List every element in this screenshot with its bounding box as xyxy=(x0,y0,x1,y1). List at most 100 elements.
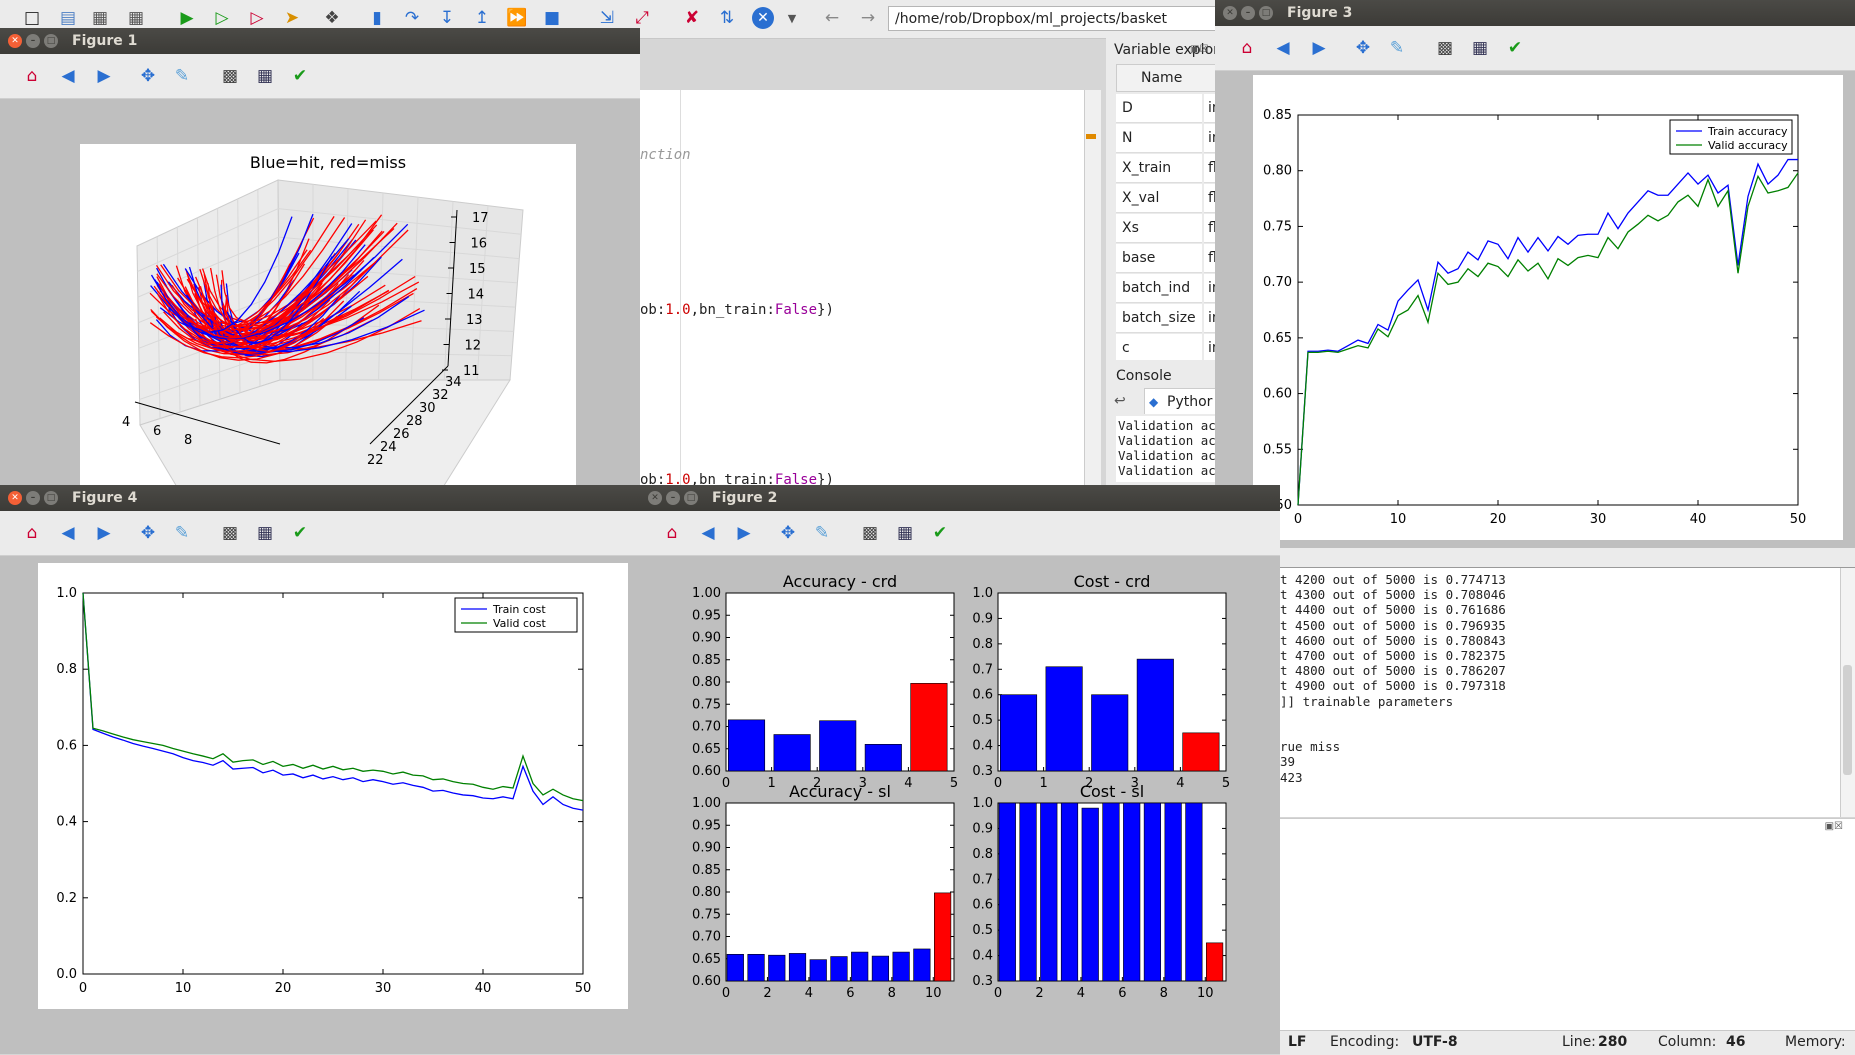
continue-icon[interactable]: ⏩ xyxy=(505,6,529,30)
console-scrollbar[interactable] xyxy=(1840,555,1855,817)
maximize-icon[interactable]: □ xyxy=(44,34,58,48)
close-icon[interactable]: ✕ xyxy=(1223,6,1237,20)
save-all-icon[interactable]: ▦ xyxy=(124,6,148,30)
save-figure-icon[interactable]: ▦ xyxy=(893,521,917,545)
subplots-icon[interactable]: ▩ xyxy=(1433,36,1457,60)
pane-options-icon[interactable]: ▣☒ xyxy=(1190,44,1208,55)
y-tick-label: 22 xyxy=(367,453,384,468)
profile-icon[interactable]: ❖ xyxy=(320,6,344,30)
pythonpath-icon[interactable]: ⇅ xyxy=(715,6,739,30)
edit-axes-icon[interactable]: ✔ xyxy=(928,521,952,545)
open-file-icon[interactable]: ▤ xyxy=(56,6,80,30)
variable-row-batch-ind[interactable]: batch_ind xyxy=(1116,274,1202,303)
z-tick-label: 12 xyxy=(465,339,482,354)
figure-1-titlebar[interactable]: ✕ – □ Figure 1 xyxy=(0,28,640,54)
zoom-icon[interactable]: ✎ xyxy=(810,521,834,545)
minimize-icon[interactable]: – xyxy=(26,491,40,505)
back-icon[interactable]: ◀ xyxy=(56,64,80,88)
step-return-icon[interactable]: ↥ xyxy=(470,6,494,30)
forward-icon[interactable]: ▶ xyxy=(1307,36,1331,60)
scrollbar-thumb[interactable] xyxy=(1843,665,1852,775)
x-tick-label: 0 xyxy=(79,981,87,996)
forward-icon[interactable]: ▶ xyxy=(92,521,116,545)
variable-row-batch-size[interactable]: batch_size xyxy=(1116,304,1202,333)
bar xyxy=(914,949,931,981)
back-icon[interactable]: ◀ xyxy=(696,521,720,545)
subplots-icon[interactable]: ▩ xyxy=(858,521,882,545)
minimize-icon[interactable]: – xyxy=(666,491,680,505)
variable-row-x-val[interactable]: X_val xyxy=(1116,184,1202,213)
dropdown-arrow-icon[interactable]: ▼ xyxy=(780,6,804,30)
maximize-icon[interactable]: □ xyxy=(44,491,58,505)
edit-axes-icon[interactable]: ✔ xyxy=(1503,36,1527,60)
zoom-icon[interactable]: ✎ xyxy=(1385,36,1409,60)
run-cell-icon[interactable]: ▷ xyxy=(245,6,269,30)
pan-icon[interactable]: ✥ xyxy=(136,64,160,88)
variable-row-c[interactable]: c xyxy=(1116,334,1202,363)
save-figure-icon[interactable]: ▦ xyxy=(1468,36,1492,60)
fullscreen-icon[interactable]: ⤢ xyxy=(630,6,654,30)
pan-icon[interactable]: ✥ xyxy=(776,521,800,545)
pan-icon[interactable]: ✥ xyxy=(136,521,160,545)
save-icon[interactable]: ▦ xyxy=(88,6,112,30)
variable-row-xs[interactable]: Xs xyxy=(1116,214,1202,243)
column-header-name[interactable]: Name xyxy=(1116,64,1226,92)
forward-arrow-icon[interactable]: → xyxy=(856,6,880,30)
back-icon[interactable]: ◀ xyxy=(1271,36,1295,60)
pane-options-icon[interactable]: ▣☒ xyxy=(1825,821,1843,832)
step-icon[interactable]: ↷ xyxy=(400,6,424,30)
edit-axes-icon[interactable]: ✔ xyxy=(288,521,312,545)
minimize-icon[interactable]: – xyxy=(1241,6,1255,20)
subplots-icon[interactable]: ▩ xyxy=(218,521,242,545)
variable-row-base[interactable]: base xyxy=(1116,244,1202,273)
stop-debug-icon[interactable]: ■ xyxy=(540,6,564,30)
home-icon[interactable]: ⌂ xyxy=(660,521,684,545)
back-icon[interactable]: ◀ xyxy=(56,521,80,545)
close-icon[interactable]: ✕ xyxy=(648,491,662,505)
home-icon[interactable]: ⌂ xyxy=(20,521,44,545)
maximize-pane-icon[interactable]: ⇲ xyxy=(595,6,619,30)
forward-icon[interactable]: ▶ xyxy=(92,64,116,88)
preferences-icon[interactable]: ✘ xyxy=(680,6,704,30)
figure-2-plot[interactable]: Accuracy - crd0.600.650.700.750.800.850.… xyxy=(640,556,1280,1054)
zoom-icon[interactable]: ✎ xyxy=(170,521,194,545)
pan-icon[interactable]: ✥ xyxy=(1351,36,1375,60)
edit-axes-icon[interactable]: ✔ xyxy=(288,64,312,88)
figure-3-plot[interactable]: 0.500.550.600.650.700.750.800.8501020304… xyxy=(1215,71,1855,549)
minimize-icon[interactable]: – xyxy=(26,34,40,48)
axes-frame xyxy=(1298,115,1798,505)
home-icon[interactable]: ⌂ xyxy=(1235,36,1259,60)
new-file-icon[interactable]: □ xyxy=(20,6,44,30)
home-icon[interactable]: ⌂ xyxy=(20,64,44,88)
figure-1-plot[interactable]: Blue=hit, red=miss1716151413121134323028… xyxy=(80,144,576,490)
variable-row-n[interactable]: N xyxy=(1116,124,1202,153)
console-browse-icon[interactable]: ↩ xyxy=(1114,393,1126,409)
variable-row-d[interactable]: D xyxy=(1116,94,1202,123)
editor-scrollbar[interactable] xyxy=(1084,90,1101,490)
variable-row-x-train[interactable]: X_train xyxy=(1116,154,1202,183)
subplots-icon[interactable]: ▩ xyxy=(218,64,242,88)
step-into-icon[interactable]: ↧ xyxy=(435,6,459,30)
zoom-icon[interactable]: ✎ xyxy=(170,64,194,88)
save-figure-icon[interactable]: ▦ xyxy=(253,521,277,545)
back-arrow-icon[interactable]: ← xyxy=(820,6,844,30)
figure-4-titlebar[interactable]: ✕ – □ Figure 4 xyxy=(0,485,640,511)
debug-icon[interactable]: ▮ xyxy=(365,6,389,30)
figure-2-titlebar[interactable]: ✕ – □ Figure 2 xyxy=(640,485,1280,511)
run-file-icon[interactable]: ▷ xyxy=(210,6,234,30)
forward-icon[interactable]: ▶ xyxy=(732,521,756,545)
run-cell-advance-icon[interactable]: ➤ xyxy=(280,6,304,30)
save-figure-icon[interactable]: ▦ xyxy=(253,64,277,88)
close-icon[interactable]: ✕ xyxy=(8,34,22,48)
close-icon[interactable]: ✕ xyxy=(8,491,22,505)
working-directory-input[interactable]: /home/rob/Dropbox/ml_projects/basket xyxy=(888,6,1218,31)
close-circle-icon[interactable]: ✕ xyxy=(752,7,774,29)
maximize-icon[interactable]: □ xyxy=(1259,6,1273,20)
y-tick-label: 0.3 xyxy=(972,974,993,989)
figure-3-titlebar[interactable]: ✕ – □ Figure 3 xyxy=(1215,0,1855,26)
run-icon[interactable]: ▶ xyxy=(175,6,199,30)
maximize-icon[interactable]: □ xyxy=(684,491,698,505)
code-editor[interactable]: nction ob:1.0,bn_train:False}) ob:1.0,bn… xyxy=(640,90,1100,490)
